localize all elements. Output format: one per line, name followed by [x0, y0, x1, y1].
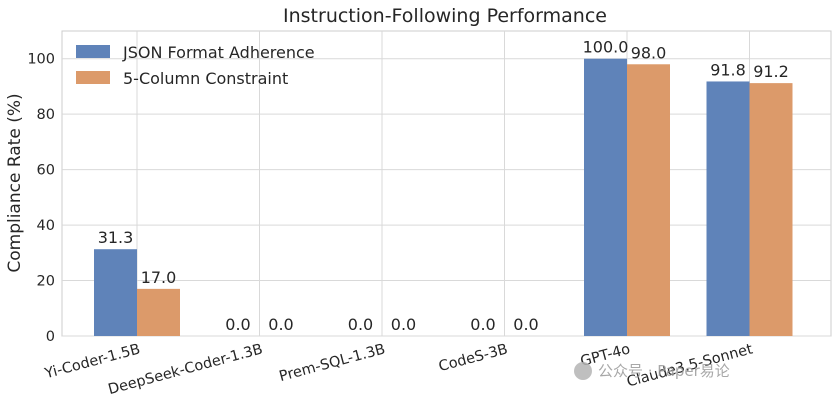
data-label: 0.0	[225, 315, 250, 334]
legend-swatch-5col	[76, 71, 110, 84]
data-label: 0.0	[348, 315, 373, 334]
x-tick-label: CodeS-3B	[437, 341, 509, 375]
y-tick-label: 0	[46, 329, 55, 345]
y-axis-label: Compliance Rate (%)	[5, 93, 25, 272]
data-label: 0.0	[470, 315, 495, 334]
legend-label-json: JSON Format Adherence	[122, 43, 315, 62]
data-labels: 31.3 17.0 0.0 0.0 0.0 0.0 0.0 0.0 100.0 98.0 91.8 9…	[98, 38, 789, 334]
legend-label-5col: 5-Column Constraint	[123, 69, 288, 88]
wechat-icon	[574, 362, 592, 380]
plot-frame	[61, 30, 832, 337]
y-tick-label: 100	[27, 52, 55, 68]
bar-5col-0	[137, 288, 180, 336]
bar-5col-4	[627, 64, 670, 336]
x-tick-label: Prem-SQL-1.3B	[278, 341, 388, 385]
chart-title: Instruction-Following Performance	[283, 5, 607, 27]
data-label: 17.0	[141, 268, 177, 287]
data-label: 98.0	[631, 43, 667, 62]
bar-5col-5	[749, 83, 793, 336]
data-label: 0.0	[391, 315, 416, 334]
data-label: 0.0	[268, 315, 293, 334]
bar-json-5	[706, 81, 750, 336]
watermark-text: 公众号 · Paper易论	[598, 362, 730, 380]
bar-json-0	[94, 249, 137, 336]
data-label: 91.8	[710, 60, 746, 79]
data-label: 0.0	[513, 315, 538, 334]
y-tick-label: 80	[37, 107, 55, 123]
data-label: 100.0	[583, 38, 629, 57]
y-tick-label: 60	[37, 163, 55, 179]
y-axis-ticks: 0 20 40 60 80 100	[27, 52, 55, 345]
bar-json-4	[584, 58, 627, 337]
legend: JSON Format Adherence 5-Column Constrain…	[76, 43, 315, 88]
y-tick-label: 40	[37, 218, 55, 234]
legend-swatch-json	[76, 45, 110, 58]
data-label: 31.3	[98, 228, 134, 247]
watermark: 公众号 · Paper易论	[574, 362, 730, 380]
data-label: 91.2	[753, 62, 789, 81]
bars	[94, 58, 793, 337]
y-tick-label: 20	[37, 274, 55, 290]
